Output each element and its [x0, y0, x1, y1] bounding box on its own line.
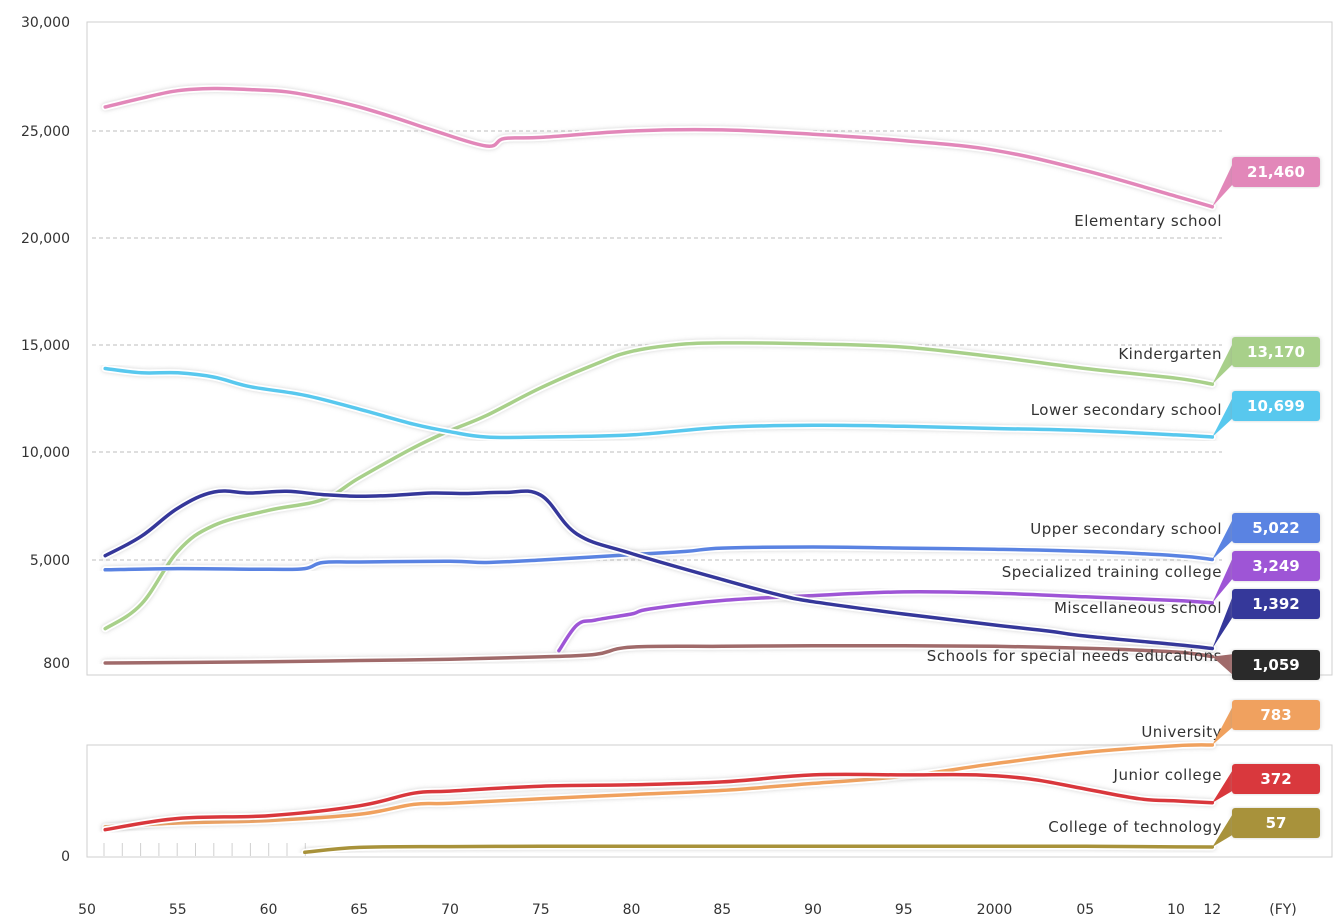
y-axis-ticks: 800 5,000 10,000 15,000 20,000 25,000 30,000 0 — [21, 15, 70, 865]
value-tag-pointer-miscellaneous-school — [1212, 593, 1234, 649]
value-tag-pointer-university — [1212, 704, 1234, 745]
series-lines — [101, 84, 1216, 856]
x-tick-label: 65 — [350, 902, 368, 918]
series-name-college-of-technology: College of technology — [1048, 818, 1222, 836]
value-label-schools-for-special-needs-educations: 1,059 — [1252, 656, 1299, 674]
gridlines — [92, 130, 1222, 561]
value-tag-pointer-specialized-training-college — [1212, 555, 1234, 603]
y-tick-label: 25,000 — [21, 124, 70, 140]
lower-panel-frame — [86, 744, 1333, 858]
series-line-elementary-school — [103, 86, 1215, 209]
series-name-junior-college: Junior college — [1113, 766, 1222, 784]
series-name-kindergarten: Kindergarten — [1118, 345, 1222, 363]
value-label-university: 783 — [1260, 706, 1291, 724]
value-label-junior-college: 372 — [1260, 770, 1291, 788]
value-tag-university — [1232, 700, 1320, 730]
value-tag-pointer-upper-secondary-school — [1212, 517, 1234, 560]
series-line-kindergarten — [103, 341, 1215, 631]
series-name-lower-secondary-school: Lower secondary school — [1031, 401, 1222, 419]
y-tick-label: 30,000 — [21, 15, 70, 31]
value-label-kindergarten: 13,170 — [1247, 343, 1305, 361]
series-line-university — [103, 743, 1215, 829]
x-tick-label: 10 — [1167, 902, 1185, 918]
series-name-university: University — [1141, 723, 1222, 741]
y-tick-label: 10,000 — [21, 445, 70, 461]
value-tag-pointer-college-of-technology — [1212, 812, 1234, 847]
value-tag-college-of-technology — [1232, 808, 1320, 838]
series-line-miscellaneous-school — [103, 489, 1215, 651]
x-tick-label: 90 — [804, 902, 822, 918]
value-label-elementary-school: 21,460 — [1247, 163, 1305, 181]
series-line-schools-for-special-needs-educations — [103, 643, 1215, 665]
y-tick-label: 0 — [61, 849, 70, 865]
series-name-miscellaneous-school: Miscellaneous school — [1054, 599, 1222, 617]
value-tag-pointer-kindergarten — [1212, 341, 1234, 385]
x-axis-ticks: 50 55 60 65 70 75 80 85 90 95 2000 05 10 12 (FY) — [78, 902, 1297, 918]
series-line-college-of-technology — [303, 844, 1215, 855]
x-tick-label: 12 — [1203, 902, 1221, 918]
value-tag-pointer-schools-for-special-needs-educations — [1212, 654, 1234, 676]
value-tag-lower-secondary-school — [1232, 391, 1320, 421]
x-tick-label: 80 — [623, 902, 641, 918]
value-tag-schools-for-special-needs-educations — [1232, 650, 1320, 680]
value-tag-pointer-elementary-school — [1212, 161, 1234, 207]
x-axis-unit: (FY) — [1269, 902, 1297, 918]
x-tick-label: 95 — [895, 902, 913, 918]
x-tick-label: 55 — [169, 902, 187, 918]
value-label-miscellaneous-school: 1,392 — [1252, 595, 1299, 613]
value-tag-specialized-training-college — [1232, 551, 1320, 581]
y-tick-label: 5,000 — [30, 553, 70, 569]
series-name-schools-for-special-needs-educations: Schools for special needs educations — [927, 647, 1222, 665]
value-label-college-of-technology: 57 — [1266, 814, 1287, 832]
value-tag-upper-secondary-school — [1232, 513, 1320, 543]
value-label-lower-secondary-school: 10,699 — [1247, 397, 1305, 415]
value-tag-pointer-junior-college — [1212, 768, 1234, 803]
value-tag-elementary-school — [1232, 157, 1320, 187]
series-line-lower-secondary-school — [103, 366, 1215, 440]
series-labels: Elementary school 21,460 Kindergarten 13,17… — [927, 157, 1320, 847]
value-tag-junior-college — [1232, 764, 1320, 794]
series-line-junior-college — [103, 772, 1215, 832]
x-tick-label: 85 — [713, 902, 731, 918]
series-name-upper-secondary-school: Upper secondary school — [1030, 520, 1222, 538]
value-tag-pointer-lower-secondary-school — [1212, 395, 1234, 437]
value-label-specialized-training-college: 3,249 — [1252, 557, 1299, 575]
y-tick-label: 800 — [43, 656, 70, 672]
series-name-specialized-training-college: Specialized training college — [1002, 563, 1222, 581]
series-name-elementary-school: Elementary school — [1074, 212, 1222, 230]
value-label-upper-secondary-school: 5,022 — [1252, 519, 1299, 537]
x-tick-label: 05 — [1076, 902, 1094, 918]
x-tick-label: 70 — [441, 902, 459, 918]
x-tick-label: 60 — [260, 902, 278, 918]
x-tick-label: 75 — [532, 902, 550, 918]
value-tag-miscellaneous-school — [1232, 589, 1320, 619]
x-tick-label: 2000 — [977, 902, 1013, 918]
y-tick-label: 20,000 — [21, 231, 70, 247]
series-line-upper-secondary-school — [103, 545, 1215, 572]
value-tag-kindergarten — [1232, 337, 1320, 367]
y-tick-label: 15,000 — [21, 338, 70, 354]
x-tick-label: 50 — [78, 902, 96, 918]
